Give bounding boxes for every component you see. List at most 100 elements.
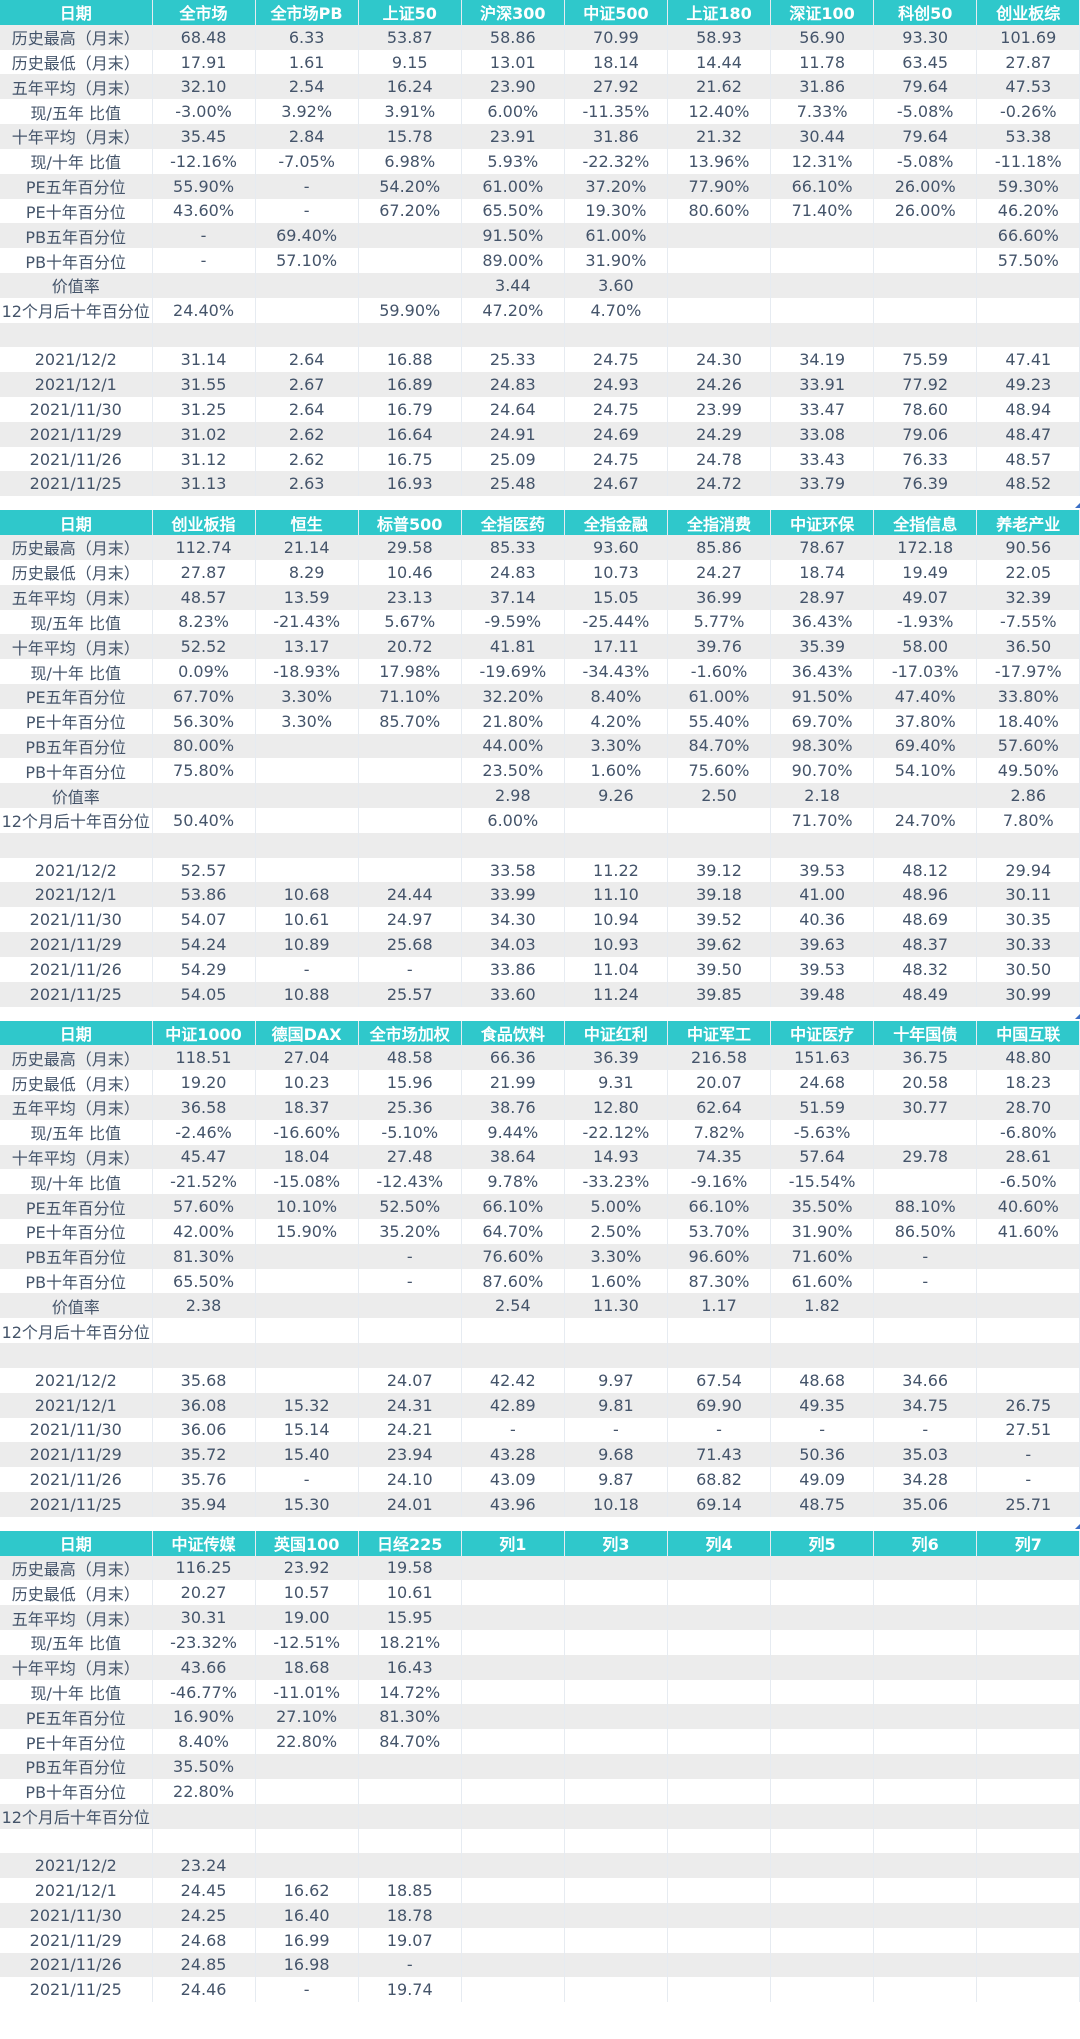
table-cell[interactable] bbox=[461, 1853, 565, 1879]
row-label-cell[interactable]: 2021/12/2 bbox=[0, 1853, 153, 1879]
table-cell[interactable]: 22.80% bbox=[255, 1729, 359, 1755]
table-cell[interactable]: 10.88 bbox=[255, 981, 359, 1007]
table-cell[interactable] bbox=[873, 1654, 978, 1680]
table-cell[interactable]: 90.70% bbox=[770, 758, 875, 784]
table-cell[interactable]: 10.94 bbox=[564, 907, 668, 933]
row-label-cell[interactable]: 2021/11/29 bbox=[0, 932, 153, 957]
table-cell[interactable] bbox=[255, 783, 359, 808]
table-cell[interactable]: 66.60% bbox=[976, 223, 1080, 249]
table-cell[interactable] bbox=[976, 1977, 1080, 2003]
table-cell[interactable]: 30.50 bbox=[976, 956, 1080, 982]
table-cell[interactable]: 27.87 bbox=[976, 49, 1080, 75]
table-cell[interactable]: 21.14 bbox=[255, 535, 359, 560]
table-cell[interactable]: 16.62 bbox=[255, 1878, 359, 1903]
table-cell[interactable]: 24.07 bbox=[358, 1367, 462, 1393]
column-header[interactable]: 英国100 bbox=[255, 1530, 359, 1556]
table-cell[interactable]: 29.78 bbox=[873, 1144, 978, 1170]
row-label-cell[interactable]: 现/十年 比值 bbox=[0, 148, 153, 174]
table-cell[interactable] bbox=[358, 1754, 462, 1779]
table-cell[interactable] bbox=[873, 1853, 978, 1879]
table-cell[interactable]: 9.26 bbox=[564, 783, 668, 808]
table-cell[interactable] bbox=[564, 1754, 668, 1779]
table-cell[interactable]: 35.20% bbox=[358, 1219, 462, 1244]
table-cell[interactable] bbox=[667, 1630, 772, 1655]
table-cell[interactable]: 20.58 bbox=[873, 1070, 978, 1095]
table-cell[interactable] bbox=[873, 297, 978, 323]
table-cell[interactable]: 9.81 bbox=[564, 1392, 668, 1418]
table-cell[interactable]: 38.76 bbox=[461, 1094, 565, 1120]
table-cell[interactable]: 24.75 bbox=[564, 347, 668, 373]
table-cell[interactable]: - bbox=[461, 1417, 565, 1443]
table-cell[interactable] bbox=[255, 1243, 359, 1269]
table-cell[interactable]: 31.13 bbox=[152, 471, 256, 497]
table-cell[interactable] bbox=[152, 1803, 256, 1829]
row-label-cell[interactable] bbox=[0, 832, 153, 858]
table-cell[interactable]: 2.38 bbox=[152, 1293, 256, 1319]
table-cell[interactable]: 12.40% bbox=[667, 99, 772, 125]
column-header[interactable]: 标普500 bbox=[358, 510, 462, 536]
table-cell[interactable]: - bbox=[976, 1467, 1080, 1492]
table-cell[interactable]: 23.92 bbox=[255, 1555, 359, 1581]
column-header[interactable]: 养老产业 bbox=[976, 510, 1080, 536]
table-cell[interactable] bbox=[976, 1293, 1080, 1319]
table-cell[interactable] bbox=[873, 1754, 978, 1779]
table-cell[interactable] bbox=[358, 1343, 462, 1368]
row-label-cell[interactable]: 12个月后十年百分位 bbox=[0, 1318, 153, 1344]
table-cell[interactable]: 10.61 bbox=[358, 1580, 462, 1606]
table-cell[interactable]: 10.23 bbox=[255, 1070, 359, 1095]
table-cell[interactable]: 33.47 bbox=[770, 397, 875, 422]
table-cell[interactable]: 84.70% bbox=[358, 1729, 462, 1755]
table-cell[interactable]: 19.58 bbox=[358, 1555, 462, 1581]
table-cell[interactable]: 84.70% bbox=[667, 733, 772, 759]
table-cell[interactable] bbox=[873, 1952, 978, 1978]
table-cell[interactable] bbox=[976, 1605, 1080, 1630]
table-cell[interactable]: 56.30% bbox=[152, 708, 256, 734]
table-cell[interactable]: 8.29 bbox=[255, 559, 359, 585]
table-cell[interactable]: 35.50% bbox=[770, 1194, 875, 1219]
table-cell[interactable] bbox=[358, 1803, 462, 1829]
table-cell[interactable]: - bbox=[873, 1268, 978, 1294]
table-cell[interactable] bbox=[667, 808, 772, 833]
table-cell[interactable]: 2.67 bbox=[255, 372, 359, 397]
column-header[interactable]: 日期 bbox=[0, 510, 153, 536]
table-cell[interactable]: 5.77% bbox=[667, 609, 772, 635]
row-label-cell[interactable]: 12个月后十年百分位 bbox=[0, 1803, 153, 1829]
table-cell[interactable]: 24.97 bbox=[358, 907, 462, 933]
table-cell[interactable]: 36.43% bbox=[770, 609, 875, 635]
table-cell[interactable]: -46.77% bbox=[152, 1679, 256, 1705]
column-header[interactable]: 中证传媒 bbox=[152, 1530, 256, 1556]
table-cell[interactable] bbox=[461, 1318, 565, 1344]
table-cell[interactable] bbox=[564, 1977, 668, 2003]
table-cell[interactable]: 71.60% bbox=[770, 1243, 875, 1269]
table-cell[interactable] bbox=[461, 1679, 565, 1705]
table-cell[interactable]: 53.70% bbox=[667, 1219, 772, 1244]
table-cell[interactable] bbox=[255, 758, 359, 784]
table-cell[interactable]: 2.54 bbox=[255, 74, 359, 100]
table-cell[interactable]: 24.46 bbox=[152, 1977, 256, 2003]
table-cell[interactable] bbox=[461, 1902, 565, 1928]
table-cell[interactable]: 44.00% bbox=[461, 733, 565, 759]
table-cell[interactable] bbox=[564, 1729, 668, 1755]
table-cell[interactable] bbox=[976, 1704, 1080, 1730]
table-cell[interactable]: 76.39 bbox=[873, 471, 978, 497]
table-cell[interactable]: 2.54 bbox=[461, 1293, 565, 1319]
table-cell[interactable] bbox=[976, 1679, 1080, 1705]
table-cell[interactable]: 71.43 bbox=[667, 1442, 772, 1468]
table-cell[interactable]: 36.06 bbox=[152, 1417, 256, 1443]
row-label-cell[interactable]: 历史最高（月末） bbox=[0, 535, 153, 560]
table-cell[interactable] bbox=[461, 1605, 565, 1630]
table-cell[interactable] bbox=[358, 272, 462, 298]
column-header[interactable]: 食品饮料 bbox=[461, 1020, 565, 1046]
row-label-cell[interactable]: 2021/11/25 bbox=[0, 1977, 153, 2003]
row-label-cell[interactable]: PE十年百分位 bbox=[0, 1219, 153, 1244]
table-cell[interactable]: - bbox=[358, 1268, 462, 1294]
table-cell[interactable]: 93.30 bbox=[873, 24, 978, 50]
table-cell[interactable] bbox=[873, 1803, 978, 1829]
row-label-cell[interactable]: 2021/11/29 bbox=[0, 1927, 153, 1953]
row-label-cell[interactable]: PE十年百分位 bbox=[0, 1729, 153, 1755]
table-cell[interactable]: 54.10% bbox=[873, 758, 978, 784]
table-cell[interactable]: 50.36 bbox=[770, 1442, 875, 1468]
table-cell[interactable]: - bbox=[976, 1442, 1080, 1468]
table-cell[interactable]: 57.50% bbox=[976, 248, 1080, 273]
table-cell[interactable]: 15.90% bbox=[255, 1219, 359, 1244]
